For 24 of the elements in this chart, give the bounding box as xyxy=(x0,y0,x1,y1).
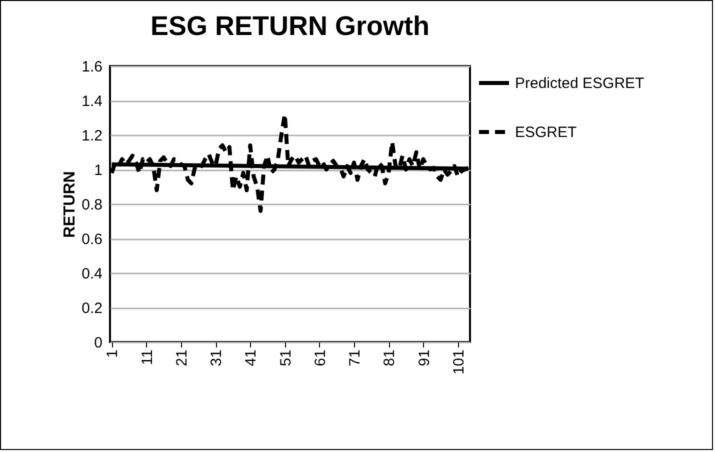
x-tick-label: 61 xyxy=(312,350,329,366)
x-tick-label: 91 xyxy=(416,350,433,366)
y-tick-label: 0.4 xyxy=(82,266,102,282)
x-tick-label: 21 xyxy=(173,350,190,366)
x-tick-label: 41 xyxy=(242,350,260,366)
x-tick-label: 31 xyxy=(208,350,226,366)
y-tick-label: 1.6 xyxy=(82,58,102,76)
x-tick-label: 51 xyxy=(277,350,294,366)
y-tick-label: 1 xyxy=(94,162,102,179)
chart-title: ESG RETURN Growth xyxy=(150,11,430,41)
y-tick-label: 0 xyxy=(94,334,102,352)
legend-label: ESGRET xyxy=(515,124,577,141)
y-tick-label: 0.8 xyxy=(82,196,102,214)
x-tick-label: 71 xyxy=(346,350,364,366)
legend-label: Predicted ESGRET xyxy=(515,75,644,92)
y-axis-title: RETURN xyxy=(62,171,79,238)
y-tick-label: 0.6 xyxy=(82,231,102,248)
x-tick-label: 1 xyxy=(104,350,122,358)
y-tick-label: 1.2 xyxy=(82,128,102,144)
x-tick-label: 101 xyxy=(450,350,468,375)
x-tick-label: 81 xyxy=(381,350,398,366)
y-tick-label: 1.4 xyxy=(82,93,102,110)
x-tick-label: 11 xyxy=(138,350,156,366)
y-tick-label: 0.2 xyxy=(82,300,102,317)
